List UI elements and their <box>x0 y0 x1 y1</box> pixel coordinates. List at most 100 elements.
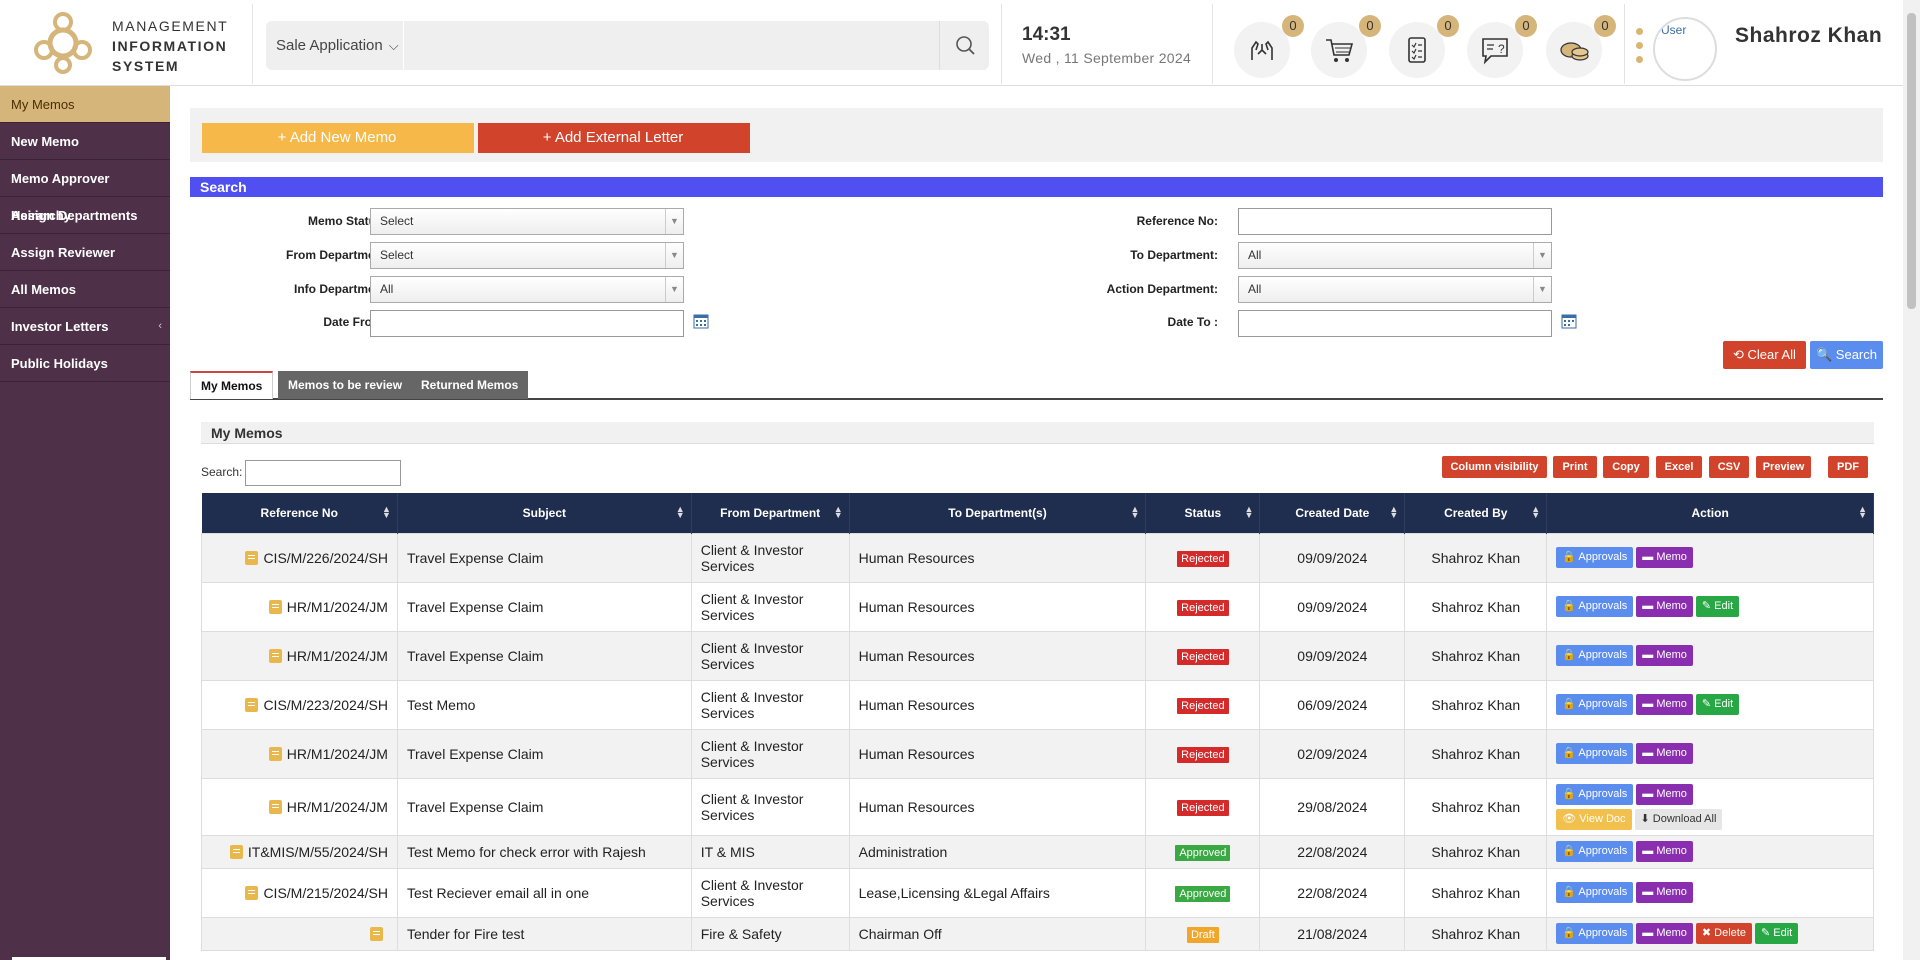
tab-memos-to-review[interactable]: Memos to be review <box>278 371 413 399</box>
approvals-button[interactable]: 🔒 Approvals <box>1556 882 1634 903</box>
csv-button[interactable]: CSV <box>1709 456 1749 478</box>
column-header-subject[interactable]: Subject ▲ ▼ <box>397 493 692 533</box>
memo-button[interactable]: ▬ Memo <box>1636 645 1693 666</box>
pdf-button[interactable]: PDF <box>1828 456 1868 478</box>
table-row: IT&MIS/M/55/2024/SH Test Memo for check … <box>201 834 1874 869</box>
print-button[interactable]: Print <box>1553 456 1597 478</box>
clear-all-button[interactable]: ⟲ Clear All <box>1723 341 1806 369</box>
reference-no[interactable]: HR/M1/2024/JM <box>286 745 388 762</box>
table-search-input[interactable] <box>245 460 401 486</box>
edit-button[interactable]: ✎ Edit <box>1695 596 1740 617</box>
search-icon <box>956 36 975 55</box>
approvals-button[interactable]: 🔒 Approvals <box>1556 596 1634 617</box>
page-scrollbar[interactable] <box>1903 0 1920 960</box>
memo-button[interactable]: ▬ Memo <box>1636 783 1693 805</box>
edit-button[interactable]: ✎ Edit <box>1754 923 1799 944</box>
date-to-input[interactable] <box>1238 310 1552 337</box>
memo-status-select[interactable]: Select ▼ <box>370 208 684 235</box>
add-external-letter-button[interactable]: + Add External Letter <box>478 123 750 153</box>
app-logo[interactable]: MANAGEMENT INFORMATION SYSTEM <box>0 4 253 84</box>
more-menu-icon[interactable] <box>1636 28 1643 70</box>
checklist-button[interactable]: 0 <box>1389 15 1459 78</box>
date-to-label: Date To : <box>1167 315 1218 329</box>
column-header-created-by[interactable]: Created By ▲ ▼ <box>1404 493 1548 533</box>
scrollbar-thumb[interactable] <box>1907 13 1916 309</box>
column-visibility-button[interactable]: Column visibility <box>1442 456 1547 478</box>
search-button[interactable] <box>939 21 989 70</box>
column-header-created-date[interactable]: Created Date ▲ ▼ <box>1259 493 1406 533</box>
approvals-button[interactable]: 🔒 Approvals <box>1556 547 1634 568</box>
reference-no[interactable]: HR/M1/2024/JM <box>286 798 388 815</box>
reference-no[interactable]: IT&MIS/M/55/2024/SH <box>247 843 388 860</box>
preview-button[interactable]: Preview <box>1756 456 1811 478</box>
column-header-to-departments[interactable]: To Department(s) ▲ ▼ <box>849 493 1147 533</box>
memo-button[interactable]: ▬ Memo <box>1636 882 1693 903</box>
search-scope-select[interactable]: Sale Application ⌵ <box>276 37 399 54</box>
memo-tabs: My Memos Memos to be review Returned Mem… <box>190 371 1883 400</box>
approvals-button[interactable]: 🔒 Approvals <box>1556 783 1634 805</box>
action-department-select[interactable]: All ▼ <box>1238 276 1552 303</box>
memo-button[interactable]: ▬ Memo <box>1636 841 1693 862</box>
reference-no[interactable]: CIS/M/226/2024/SH <box>263 549 388 566</box>
reference-no[interactable]: HR/M1/2024/JM <box>286 647 388 664</box>
tab-my-memos[interactable]: My Memos <box>190 371 274 399</box>
to-department-select[interactable]: All ▼ <box>1238 242 1552 269</box>
copy-button[interactable]: Copy <box>1603 456 1649 478</box>
download-all-button[interactable]: ⬇ Download All <box>1634 808 1723 830</box>
document-icon <box>369 926 383 941</box>
subject: Travel Expense Claim <box>396 581 692 632</box>
from-department: Client & Investor Services <box>690 777 850 836</box>
reference-no[interactable]: CIS/M/215/2024/SH <box>263 884 388 901</box>
sidebar-item-assign-reviewer[interactable]: Assign Reviewer <box>0 234 170 271</box>
memo-button[interactable]: ▬ Memo <box>1636 596 1693 617</box>
info-department-select[interactable]: All ▼ <box>370 276 684 303</box>
user-name[interactable]: Shahroz Khan <box>1735 24 1883 47</box>
approvals-button[interactable]: 🔒 Approvals <box>1556 841 1634 862</box>
delete-button[interactable]: ✖ Delete <box>1695 923 1752 944</box>
sidebar-item-assign-departments[interactable]: Assign Departments <box>0 197 170 234</box>
sidebar-item-investor-letters[interactable]: Investor Letters ‹ <box>0 308 170 345</box>
reference-no[interactable]: HR/M1/2024/JM <box>286 598 388 615</box>
document-icon <box>245 550 259 565</box>
approvals-button[interactable]: 🔒 Approvals <box>1556 645 1634 666</box>
from-department-select[interactable]: Select ▼ <box>370 242 684 269</box>
view-doc-button[interactable]: 👁 View Doc <box>1556 808 1632 830</box>
sidebar-item-memo-approver-hierarchy[interactable]: Memo Approver Heirarchy <box>0 160 170 223</box>
sidebar-item-all-memos[interactable]: All Memos <box>0 271 170 308</box>
sidebar-item-public-holidays[interactable]: Public Holidays <box>0 345 170 382</box>
memo-button[interactable]: ▬ Memo <box>1636 923 1693 944</box>
memo-button[interactable]: ▬ Memo <box>1636 694 1693 715</box>
sidebar-item-my-memos[interactable]: My Memos <box>0 86 170 123</box>
column-header-action[interactable]: Action ▲ ▼ <box>1546 493 1874 533</box>
tab-returned-memos[interactable]: Returned Memos <box>411 371 529 399</box>
hands-icon <box>1251 40 1273 60</box>
document-icon <box>268 799 282 814</box>
hands-button[interactable]: 0 <box>1234 15 1304 78</box>
memo-button[interactable]: ▬ Memo <box>1636 743 1693 764</box>
calendar-icon[interactable] <box>1561 313 1577 329</box>
question-button[interactable]: ? 0 <box>1467 15 1537 78</box>
add-new-memo-button[interactable]: + Add New Memo <box>202 123 474 153</box>
status-badge: Rejected <box>1177 599 1229 616</box>
reference-no[interactable]: CIS/M/223/2024/SH <box>263 696 388 713</box>
edit-button[interactable]: ✎ Edit <box>1695 694 1740 715</box>
column-header-reference-no[interactable]: Reference No ▲ ▼ <box>201 493 398 533</box>
column-header-status[interactable]: Status ▲ ▼ <box>1145 493 1261 533</box>
memo-button[interactable]: ▬ Memo <box>1636 547 1693 568</box>
to-departments: Administration <box>848 834 1147 869</box>
table-row: CIS/M/226/2024/SH Travel Expense Claim C… <box>201 532 1874 583</box>
search-submit-button[interactable]: 🔍 Search <box>1810 341 1883 369</box>
column-header-from-department[interactable]: From Department ▲ ▼ <box>691 493 850 533</box>
cart-button[interactable]: 0 <box>1311 15 1381 78</box>
date-from-input[interactable] <box>370 310 684 337</box>
calendar-icon[interactable] <box>693 313 709 329</box>
approvals-button[interactable]: 🔒 Approvals <box>1556 923 1634 944</box>
reference-no-input[interactable] <box>1238 208 1552 235</box>
avatar[interactable]: User <box>1653 17 1717 81</box>
excel-button[interactable]: Excel <box>1656 456 1702 478</box>
sidebar-item-new-memo[interactable]: New Memo <box>0 123 170 160</box>
approvals-button[interactable]: 🔒 Approvals <box>1556 743 1634 764</box>
to-departments: Human Resources <box>848 777 1147 836</box>
approvals-button[interactable]: 🔒 Approvals <box>1556 694 1634 715</box>
tokens-button[interactable]: 0 <box>1546 15 1616 78</box>
